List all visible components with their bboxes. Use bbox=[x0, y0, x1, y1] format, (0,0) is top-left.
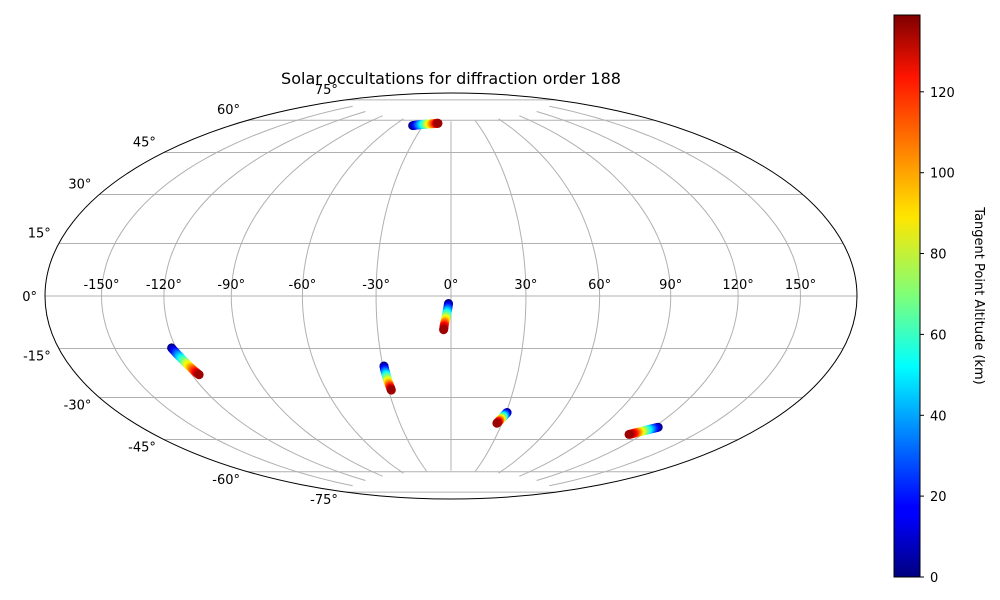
lat-tick-label: 15° bbox=[28, 227, 51, 242]
colorbar-label: Tangent Point Altitude (km) bbox=[971, 206, 986, 384]
lon-tick-label: 0° bbox=[444, 278, 459, 293]
lat-tick-labels: 75° 60° 45° 30° 15° 0° -15° -30° -45° -60° -75° bbox=[22, 83, 338, 508]
scatter-points bbox=[167, 118, 663, 439]
lon-tick-label: 60° bbox=[588, 278, 611, 293]
colorbar: 0 20 40 60 80 100 120 Tangent Point Altitude (… bbox=[893, 14, 986, 586]
lon-tick-label: -120° bbox=[146, 278, 182, 293]
data-point bbox=[439, 325, 449, 335]
data-point bbox=[386, 385, 396, 395]
map-projection: -150° -120° -90° -60° -30° 0° 30° 60° 90° 120° 150… bbox=[22, 83, 858, 508]
colorbar-gradient bbox=[893, 14, 921, 578]
lat-tick-label: 0° bbox=[22, 290, 37, 305]
colorbar-tick-label: 20 bbox=[930, 490, 947, 505]
colorbar-tick-label: 40 bbox=[930, 409, 947, 424]
lat-tick-label: -45° bbox=[128, 441, 156, 456]
colorbar-tick-label: 100 bbox=[930, 167, 955, 182]
lon-tick-label: 90° bbox=[659, 278, 682, 293]
gridlines bbox=[45, 99, 857, 493]
colorbar-tick-label: 120 bbox=[930, 86, 955, 101]
colorbar-tick-label: 0 bbox=[930, 571, 938, 586]
lon-tick-label: -90° bbox=[217, 278, 245, 293]
colorbar-tick-label: 80 bbox=[930, 248, 947, 263]
chart-title: Solar occultations for diffraction order… bbox=[281, 69, 621, 88]
lat-tick-label: 75° bbox=[315, 83, 338, 98]
lon-tick-label: -60° bbox=[289, 278, 317, 293]
lon-tick-label: -30° bbox=[362, 278, 390, 293]
lon-tick-label: 150° bbox=[785, 278, 816, 293]
colorbar-tick-label: 60 bbox=[930, 328, 947, 343]
lat-tick-label: -30° bbox=[64, 399, 92, 414]
lon-tick-label: -150° bbox=[83, 278, 119, 293]
lat-tick-label: -75° bbox=[310, 493, 338, 508]
map-frame bbox=[44, 92, 858, 500]
data-point bbox=[433, 118, 443, 128]
lon-tick-labels: -150° -120° -90° -60° -30° 0° 30° 60° 90° 120° 150… bbox=[83, 278, 816, 293]
lon-tick-label: 30° bbox=[514, 278, 537, 293]
lon-tick-label: 120° bbox=[722, 278, 753, 293]
data-point bbox=[194, 370, 204, 380]
colorbar-ticks: 0 20 40 60 80 100 120 bbox=[920, 86, 955, 586]
lat-tick-label: 30° bbox=[68, 178, 91, 193]
lat-tick-label: -15° bbox=[23, 350, 51, 365]
data-point bbox=[492, 418, 502, 428]
lat-tick-label: -60° bbox=[212, 473, 240, 488]
lat-tick-label: 45° bbox=[133, 136, 156, 151]
lat-tick-label: 60° bbox=[217, 103, 240, 118]
data-point bbox=[624, 429, 634, 439]
